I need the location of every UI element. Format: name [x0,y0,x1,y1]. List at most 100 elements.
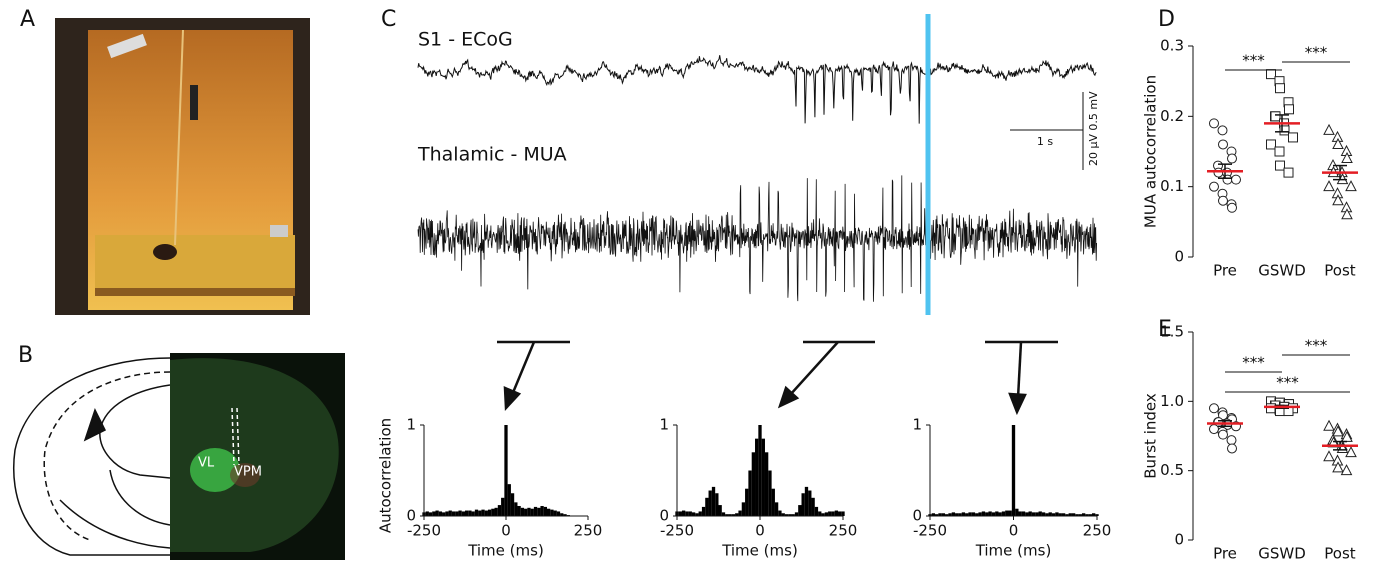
y-tick-label: 1.0 [1160,392,1184,410]
bar [474,509,479,516]
x-axis-label: Time (ms) [467,542,544,560]
bar [961,512,966,516]
bar [951,512,956,516]
x-tick-label: 250 [574,522,603,540]
traces [417,55,1097,302]
bar [771,488,775,516]
point [1332,137,1344,149]
significance-label: *** [1276,374,1299,392]
point [1332,425,1344,437]
point [1213,167,1224,178]
x-tick-label: GSWD [1258,262,1306,280]
point [1209,424,1219,435]
point [1341,208,1353,220]
bar [971,512,976,516]
bar [731,514,736,516]
point [1323,419,1335,431]
bar [1058,513,1062,516]
panel-label: E [1158,317,1172,342]
point [1266,69,1276,80]
bar [510,493,515,516]
y-tick-label: 0 [912,507,922,525]
panel-label: B [18,343,33,368]
y-axis-label: MUA autocorrelation [1142,75,1160,228]
bar [1018,511,1022,516]
bar [988,511,992,516]
bar [1011,425,1016,516]
bar [438,511,443,516]
bar [751,452,756,516]
bar [1085,514,1089,516]
bar [758,425,762,516]
bar [553,510,557,516]
y-tick-label: 0 [1174,531,1184,549]
bar [935,514,939,516]
bar [1091,513,1096,516]
bar [524,508,528,516]
bar [798,505,802,516]
x-tick-label: Pre [1213,545,1237,563]
bar [556,511,561,516]
bar [715,493,719,516]
y-tick-label: 1.5 [1160,323,1184,341]
bar [755,438,759,516]
point [1345,180,1357,192]
point [1227,153,1237,164]
bar [748,470,752,516]
bar [560,513,564,516]
bar [995,511,999,516]
significance-label: *** [1242,52,1265,70]
point [1323,450,1335,462]
window-arrows [497,340,1058,416]
bar [801,493,805,516]
bar [458,510,462,516]
bar [998,512,1002,516]
bar [448,510,452,516]
bar [1061,513,1066,516]
bar [487,509,492,516]
bar [1008,510,1012,516]
scale-label: 0.5 mV [1087,91,1100,131]
bar [725,514,729,516]
bar [735,513,739,516]
point [1266,139,1276,150]
bar [981,511,986,516]
point [1279,125,1290,136]
bar [841,511,845,516]
trace-label: S1 - ECoG [418,29,513,51]
bar [941,513,946,516]
bar [1088,514,1092,516]
bar [831,511,835,516]
panel-label: A [20,7,35,32]
point [1288,132,1298,143]
y-tick-label: 1 [406,416,416,434]
bar [1048,512,1052,516]
bar [705,497,709,516]
bar [1031,512,1036,516]
point [1340,464,1353,476]
x-tick-label: -250 [913,522,947,540]
x-tick-label: Post [1324,545,1356,563]
bar [968,512,972,516]
bar [517,505,521,516]
point [1341,151,1353,164]
bar [540,505,544,516]
bar [691,512,696,516]
point [1323,180,1335,192]
brain-atlas [13,357,171,556]
y-tick-label: 0.5 [1160,461,1184,479]
bar [761,438,765,516]
point [1209,403,1219,414]
bar [701,506,706,516]
bar [1035,512,1039,516]
bar [938,513,942,516]
bar [484,510,488,516]
point [1284,104,1294,115]
bar [681,510,686,516]
bar [550,509,554,516]
point [1332,461,1344,473]
bar [432,511,436,516]
photo-a [55,18,310,315]
bar [1068,513,1072,516]
